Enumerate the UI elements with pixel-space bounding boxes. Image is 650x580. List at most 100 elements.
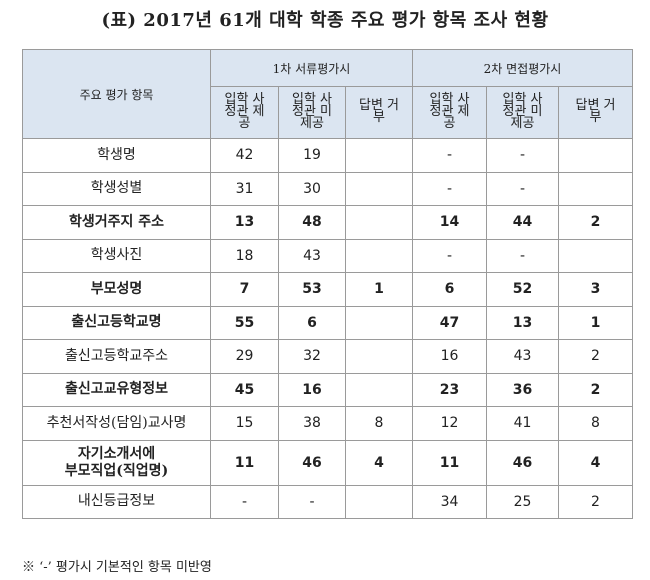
header-item-column: 주요 평가 항목 — [22, 49, 211, 139]
row-item-label: 학생성별 — [22, 171, 211, 206]
row-value-cell — [345, 205, 413, 240]
row-value-cell: 30 — [278, 171, 346, 206]
header-sub-col: 입학 사정관 미제공 — [278, 86, 346, 139]
row-value-cell — [558, 238, 633, 273]
survey-table: 주요 평가 항목 1차 서류평가시 2차 면접평가시 입학 사정관 제공 입학 … — [22, 49, 633, 519]
footnote: ※ ‘-’ 평가시 기본적인 항목 미반영 — [22, 560, 212, 575]
row-value-cell: - — [412, 138, 487, 173]
row-value-cell: 6 — [278, 305, 346, 340]
header-sub-label: 입학 사정관 미제공 — [291, 92, 332, 131]
row-value-cell: 16 — [412, 339, 487, 374]
row-value-cell: 52 — [486, 272, 559, 307]
row-value-cell: 13 — [486, 305, 559, 340]
row-item-label: 학생명 — [22, 138, 211, 173]
header-sub-label: 답변 거부 — [575, 98, 616, 125]
row-value-cell — [345, 305, 413, 340]
row-value-cell: - — [412, 238, 487, 273]
row-value-cell: 53 — [278, 272, 346, 307]
table-row: 출신고등학교주소 29 32 16 43 2 — [22, 339, 633, 374]
row-item-label: 출신고등학교주소 — [22, 339, 211, 374]
row-item-label: 추천서작성(담임)교사명 — [22, 406, 211, 441]
table-row: 출신고등학교명 55 6 47 13 1 — [22, 305, 633, 340]
table-row: 부모성명 7 53 1 6 52 3 — [22, 272, 633, 307]
header-sub-label: 입학 사정관 제공 — [224, 92, 265, 131]
table-row: 추천서작성(담임)교사명 15 38 8 12 41 8 — [22, 406, 633, 441]
row-value-cell: 29 — [210, 339, 279, 374]
table-row: 학생성별 31 30 - - — [22, 171, 633, 206]
row-value-cell — [345, 138, 413, 173]
row-value-cell: - — [486, 238, 559, 273]
row-value-cell: 2 — [558, 339, 633, 374]
row-value-cell: 2 — [558, 372, 633, 407]
row-value-cell: 1 — [345, 272, 413, 307]
header-sub-label: 답변 거부 — [358, 98, 399, 125]
table-row: 학생명 42 19 - - — [22, 138, 633, 173]
row-value-cell — [558, 138, 633, 173]
row-value-cell: 14 — [412, 205, 487, 240]
row-value-cell: 15 — [210, 406, 279, 441]
row-item-label: 출신고교유형정보 — [22, 372, 211, 407]
row-value-cell: 41 — [486, 406, 559, 441]
row-value-cell: 11 — [412, 439, 487, 486]
row-value-cell: 45 — [210, 372, 279, 407]
table-row: 자기소개서에 부모직업(직업명) 11 46 4 11 46 4 — [22, 439, 633, 486]
row-value-cell: - — [210, 484, 279, 519]
row-value-cell: - — [278, 484, 346, 519]
table-row: 내신등급정보 - -34 25 2 — [22, 484, 633, 519]
row-value-cell — [345, 339, 413, 374]
row-value-cell — [345, 238, 413, 273]
row-value-cell — [345, 171, 413, 206]
row-value-cell: 7 — [210, 272, 279, 307]
row-value-cell: 1 — [558, 305, 633, 340]
header-sub-col: 입학 사정관 제공 — [412, 86, 487, 139]
row-value-cell: 31 — [210, 171, 279, 206]
row-value-cell: 18 — [210, 238, 279, 273]
row-value-cell — [558, 171, 633, 206]
row-item-label: 자기소개서에 부모직업(직업명) — [22, 439, 211, 486]
row-value-cell: 36 — [486, 372, 559, 407]
row-value-cell: 13 — [210, 205, 279, 240]
row-value-cell: 4 — [345, 439, 413, 486]
header-group-document: 1차 서류평가시 — [210, 49, 413, 87]
row-value-cell: 2 — [558, 205, 633, 240]
row-value-cell: 43 — [486, 339, 559, 374]
header-sub-col: 답변 거부 — [345, 86, 413, 139]
row-value-cell: 44 — [486, 205, 559, 240]
table-row: 학생사진 18 43 - - — [22, 238, 633, 273]
row-value-cell: 46 — [278, 439, 346, 486]
table-title: (표) 2017년 61개 대학 학종 주요 평가 항목 조사 현황 — [101, 10, 549, 31]
row-item-label: 학생거주지 주소 — [22, 205, 211, 240]
row-item-label: 부모성명 — [22, 272, 211, 307]
row-value-cell: 25 — [486, 484, 559, 519]
row-value-cell: 2 — [558, 484, 633, 519]
row-value-cell: 42 — [210, 138, 279, 173]
row-value-cell — [345, 372, 413, 407]
row-value-cell: - — [486, 138, 559, 173]
row-value-cell: 34 — [412, 484, 487, 519]
header-sub-label: 입학 사정관 제공 — [429, 92, 470, 131]
row-value-cell: 11 — [210, 439, 279, 486]
row-value-cell: 12 — [412, 406, 487, 441]
row-value-cell: 47 — [412, 305, 487, 340]
row-value-cell: 16 — [278, 372, 346, 407]
row-item-label: 내신등급정보 — [22, 484, 211, 519]
row-value-cell: 19 — [278, 138, 346, 173]
row-value-cell: 4 — [558, 439, 633, 486]
header-sub-col: 답변 거부 — [558, 86, 633, 139]
row-value-cell: 32 — [278, 339, 346, 374]
row-value-cell: 8 — [558, 406, 633, 441]
table-row: 학생거주지 주소 13 48 14 44 2 — [22, 205, 633, 240]
row-value-cell: 6 — [412, 272, 487, 307]
header-sub-label: 입학 사정관 미제공 — [502, 92, 543, 131]
row-item-label: 학생사진 — [22, 238, 211, 273]
row-value-cell: - — [486, 171, 559, 206]
row-item-label: 출신고등학교명 — [22, 305, 211, 340]
row-value-cell: 55 — [210, 305, 279, 340]
header-sub-col: 입학 사정관 제공 — [210, 86, 279, 139]
row-value-cell: 3 — [558, 272, 633, 307]
row-value-cell: 38 — [278, 406, 346, 441]
header-sub-col: 입학 사정관 미제공 — [486, 86, 559, 139]
row-value-cell: - — [412, 171, 487, 206]
row-value-cell: 48 — [278, 205, 346, 240]
row-value-cell: 46 — [486, 439, 559, 486]
